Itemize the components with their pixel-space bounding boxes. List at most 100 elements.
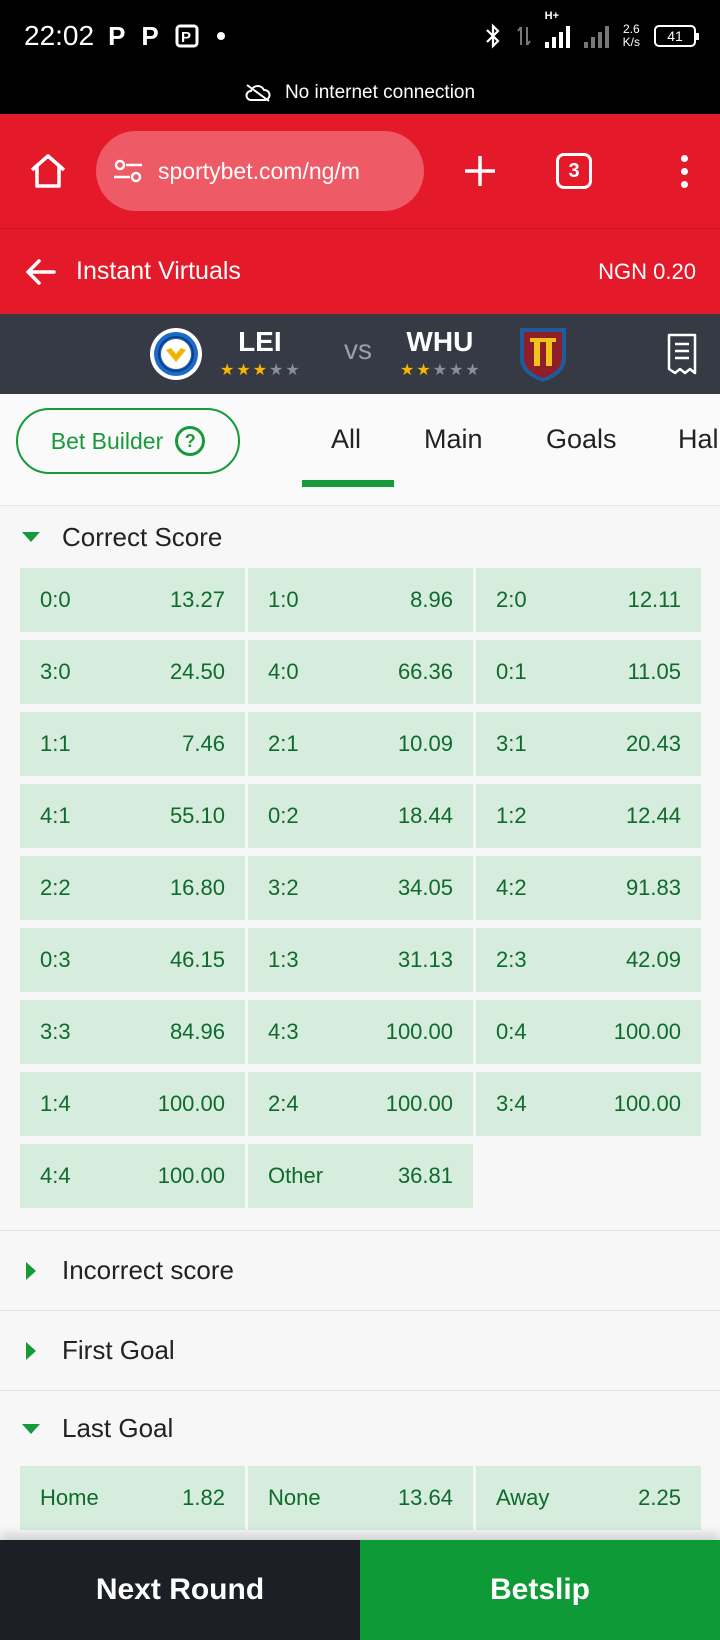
odds-cell[interactable]: 2:1 10.09 [248,712,473,776]
odds-cell[interactable]: None 13.64 [248,1466,473,1530]
odds-cell[interactable]: 3:0 24.50 [20,640,245,704]
collapse-arrow-icon [22,532,40,542]
section-title: Correct Score [62,521,223,552]
odds-value: 46.15 [169,947,225,972]
odds-cell[interactable]: 1:1 7.46 [20,712,245,776]
url-text: sportybet.com/ng/m [158,157,360,184]
last-goal-grid: Home 1.82 None 13.64 Away 2.25 [0,1466,720,1530]
versus-label: vs [344,334,372,365]
odds-cell[interactable]: Away 2.25 [476,1466,701,1530]
outcome-label: 1:0 [268,587,299,612]
odds-cell[interactable]: 2:0 12.11 [476,568,701,632]
odds-value: 24.50 [169,659,225,684]
odds-value: 31.13 [397,947,453,972]
odds-cell[interactable]: 1:4 100.00 [20,1072,245,1136]
signal-icon-secondary [583,24,609,48]
odds-cell[interactable]: 3:1 20.43 [476,712,701,776]
odds-cell[interactable]: 4:2 91.83 [476,856,701,920]
odds-cell[interactable]: 4:0 66.36 [248,640,473,704]
parking-icon: P [175,24,199,48]
tab-main[interactable]: Main [424,424,483,454]
odds-cell[interactable]: 2:2 16.80 [20,856,245,920]
odds-cell[interactable]: 0:4 100.00 [476,1000,701,1064]
odds-cell[interactable]: 2:4 100.00 [248,1072,473,1136]
correct-score-header[interactable]: Correct Score [0,506,720,568]
svg-text:P: P [181,29,191,46]
outcome-label: 4:0 [268,659,299,684]
outcome-label: 0:3 [40,947,71,972]
data-transfer-icon [516,26,531,46]
page-title: Instant Virtuals [76,257,241,285]
account-balance[interactable]: NGN 0.20 [598,258,696,284]
bottom-action-bar: Next Round Betslip [0,1540,720,1640]
odds-value: 100.00 [613,1019,681,1044]
odds-value: 36.81 [397,1163,453,1188]
odds-value: 16.80 [169,875,225,900]
status-bar: 22:02 P P P H+ 2.6 K/s 41 [0,0,720,72]
tab-switcher-button[interactable]: 3 [556,153,592,189]
odds-cell[interactable]: 1:0 8.96 [248,568,473,632]
odds-value: 8.96 [410,587,453,612]
odds-cell[interactable]: 1:2 12.44 [476,784,701,848]
outcome-label: 4:1 [40,803,71,828]
help-icon[interactable]: ? [175,426,206,456]
odds-cell[interactable]: 1:3 31.13 [248,928,473,992]
market-filter-bar: Bet Builder ? All Main Goals Hal [0,394,720,506]
plus-icon [465,156,495,186]
outcome-label: 4:4 [40,1163,71,1188]
address-bar[interactable]: sportybet.com/ng/m [96,131,424,211]
outcome-label: Home [40,1485,99,1510]
tab-half[interactable]: Hal [678,424,719,454]
outcome-label: 0:4 [496,1019,527,1044]
odds-value: 55.10 [169,803,225,828]
odds-cell[interactable]: 3:2 34.05 [248,856,473,920]
odds-cell[interactable]: Home 1.82 [20,1466,245,1530]
incorrect-score-header[interactable]: Incorrect score [0,1230,720,1310]
match-stats-icon[interactable] [666,332,698,376]
odds-cell[interactable]: 3:3 84.96 [20,1000,245,1064]
notification-icons: P P P [108,21,225,52]
outcome-label: 1:2 [496,803,527,828]
tab-goals[interactable]: Goals [546,424,617,454]
odds-value: 42.09 [625,947,681,972]
odds-cell[interactable]: 3:4 100.00 [476,1072,701,1136]
network-speed: 2.6 K/s [622,22,640,49]
next-round-button[interactable]: Next Round [0,1540,360,1640]
browser-menu-button[interactable] [681,154,688,188]
odds-cell[interactable]: 2:3 42.09 [476,928,701,992]
betslip-button[interactable]: Betslip [360,1540,720,1640]
odds-cell[interactable]: 0:3 46.15 [20,928,245,992]
odds-cell[interactable]: Other 36.81 [248,1144,473,1208]
home-button[interactable] [24,147,72,195]
home-team: LEI ★ ★ ★ ★ ★ [220,326,300,380]
last-goal-header[interactable]: Last Goal [0,1390,720,1466]
odds-cell[interactable]: 0:1 11.05 [476,640,701,704]
site-settings-icon[interactable] [112,157,144,185]
outcome-label: Away [496,1485,550,1510]
outcome-label: 2:1 [268,731,299,756]
odds-value: 1.82 [182,1485,225,1510]
first-goal-header[interactable]: First Goal [0,1310,720,1390]
odds-value: 12.11 [627,587,681,612]
odds-cell[interactable]: 0:2 18.44 [248,784,473,848]
odds-cell[interactable]: 4:4 100.00 [20,1144,245,1208]
bet-builder-button[interactable]: Bet Builder ? [16,408,240,474]
odds-cell[interactable]: 4:1 55.10 [20,784,245,848]
tab-all[interactable]: All [331,424,362,454]
odds-value: 13.64 [397,1485,453,1510]
odds-cell[interactable]: 0:0 13.27 [20,568,245,632]
home-team-rating: ★ ★ ★ ★ ★ [220,362,300,379]
new-tab-button[interactable] [460,151,500,191]
app-header: Instant Virtuals NGN 0.20 [0,228,720,314]
section-title: Last Goal [62,1413,174,1443]
section-title: First Goal [62,1335,175,1365]
odds-cell[interactable]: 4:3 100.00 [248,1000,473,1064]
back-arrow-icon[interactable] [24,255,58,289]
away-team-logo [520,328,566,382]
outcome-label: 4:3 [268,1019,299,1044]
odds-value: 2.25 [638,1485,681,1510]
home-team-name: LEI [238,326,282,357]
home-icon [30,154,66,188]
outcome-label: 3:4 [496,1091,527,1116]
odds-value: 100.00 [613,1091,681,1116]
